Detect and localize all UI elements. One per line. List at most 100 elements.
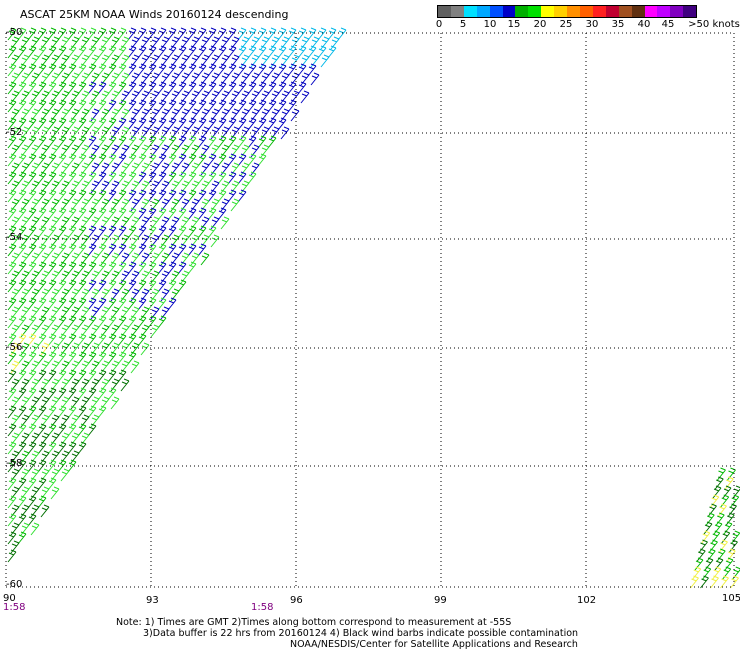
wind-barb bbox=[157, 117, 167, 131]
wind-barb bbox=[57, 117, 67, 131]
colorbar-swatch bbox=[502, 6, 516, 17]
wind-barb bbox=[27, 27, 37, 41]
wind-barb bbox=[170, 144, 180, 158]
wind-barb bbox=[67, 207, 77, 221]
colorbar-swatch bbox=[438, 6, 451, 17]
wind-barb bbox=[150, 108, 160, 122]
wind-barb bbox=[137, 81, 147, 95]
wind-barb bbox=[110, 108, 120, 122]
wind-barb bbox=[57, 153, 67, 167]
wind-barb bbox=[90, 72, 100, 86]
wind-barb bbox=[117, 171, 127, 185]
wind-barb bbox=[40, 252, 50, 266]
wind-barb bbox=[47, 207, 57, 221]
wind-barb bbox=[110, 378, 120, 392]
wind-barb bbox=[177, 27, 187, 41]
wind-barb bbox=[27, 153, 37, 167]
wind-barb bbox=[17, 477, 27, 491]
wind-barb bbox=[710, 494, 720, 508]
wind-barb bbox=[177, 135, 187, 149]
wind-barb bbox=[90, 54, 100, 68]
wind-barb bbox=[27, 315, 37, 329]
wind-barb bbox=[709, 539, 718, 553]
wind-barb bbox=[20, 360, 30, 374]
wind-barb bbox=[220, 36, 230, 50]
wind-barb bbox=[80, 216, 90, 230]
wind-barb bbox=[60, 306, 70, 320]
wind-barb bbox=[70, 288, 80, 302]
wind-barb bbox=[110, 252, 120, 266]
wind-barb bbox=[10, 90, 20, 104]
wind-barb bbox=[40, 90, 50, 104]
wind-barb bbox=[37, 369, 47, 383]
wind-barb bbox=[220, 180, 230, 194]
wind-barb bbox=[37, 387, 47, 401]
wind-barb bbox=[40, 450, 50, 464]
wind-barb bbox=[167, 261, 177, 275]
wind-barb bbox=[127, 315, 137, 329]
wind-barb bbox=[247, 63, 257, 77]
wind-barb bbox=[127, 297, 137, 311]
wind-barb bbox=[30, 522, 40, 536]
lon-label: 96 bbox=[290, 595, 303, 606]
wind-barb bbox=[150, 126, 160, 140]
wind-barb bbox=[250, 90, 260, 104]
wind-barb bbox=[120, 54, 130, 68]
wind-barb bbox=[17, 117, 27, 131]
wind-barb bbox=[30, 108, 40, 122]
wind-barb bbox=[50, 270, 60, 284]
wind-barb bbox=[260, 144, 270, 158]
wind-barb bbox=[157, 297, 167, 311]
wind-barb bbox=[170, 36, 180, 50]
wind-barb bbox=[715, 512, 725, 526]
wind-barb bbox=[97, 117, 107, 131]
wind-barb bbox=[147, 207, 157, 221]
wind-barb bbox=[40, 198, 50, 212]
wind-barb bbox=[7, 459, 17, 473]
wind-barb bbox=[147, 243, 157, 257]
wind-barb bbox=[50, 108, 60, 122]
wind-barb bbox=[220, 216, 230, 230]
wind-barb bbox=[130, 72, 140, 86]
wind-barb bbox=[67, 225, 77, 239]
wind-barb bbox=[230, 162, 240, 176]
wind-barb bbox=[30, 270, 40, 284]
wind-barb bbox=[167, 99, 177, 113]
colorbar-swatch bbox=[476, 6, 490, 17]
wind-barb bbox=[27, 45, 37, 59]
wind-barb bbox=[20, 414, 30, 428]
wind-barb bbox=[190, 252, 200, 266]
wind-barb bbox=[130, 36, 140, 50]
wind-barb bbox=[267, 81, 277, 95]
wind-barb bbox=[197, 63, 207, 77]
wind-barb bbox=[100, 90, 110, 104]
wind-barb bbox=[207, 189, 217, 203]
wind-barb bbox=[137, 207, 147, 221]
wind-barb bbox=[40, 108, 50, 122]
wind-barb bbox=[110, 90, 120, 104]
wind-barb bbox=[87, 153, 97, 167]
wind-barb bbox=[230, 144, 240, 158]
colorbar-swatch bbox=[683, 6, 697, 17]
colorbar-label: 25 bbox=[559, 19, 573, 30]
wind-barb bbox=[210, 198, 220, 212]
wind-barb bbox=[40, 72, 50, 86]
wind-barb bbox=[37, 423, 47, 437]
wind-barb bbox=[7, 243, 17, 257]
colorbar-label: 5 bbox=[459, 19, 467, 30]
wind-barb bbox=[157, 243, 167, 257]
wind-barb bbox=[210, 234, 220, 248]
wind-barb bbox=[187, 225, 197, 239]
wind-barb bbox=[100, 36, 110, 50]
wind-barb bbox=[699, 539, 708, 553]
wind-barb bbox=[40, 396, 50, 410]
wind-barb bbox=[190, 90, 200, 104]
wind-barb bbox=[7, 441, 17, 455]
wind-barb bbox=[77, 225, 87, 239]
wind-barb bbox=[60, 270, 70, 284]
wind-barb bbox=[97, 351, 107, 365]
wind-barb bbox=[190, 36, 200, 50]
wind-barb bbox=[77, 171, 87, 185]
wind-barb bbox=[80, 414, 90, 428]
wind-barb bbox=[30, 90, 40, 104]
